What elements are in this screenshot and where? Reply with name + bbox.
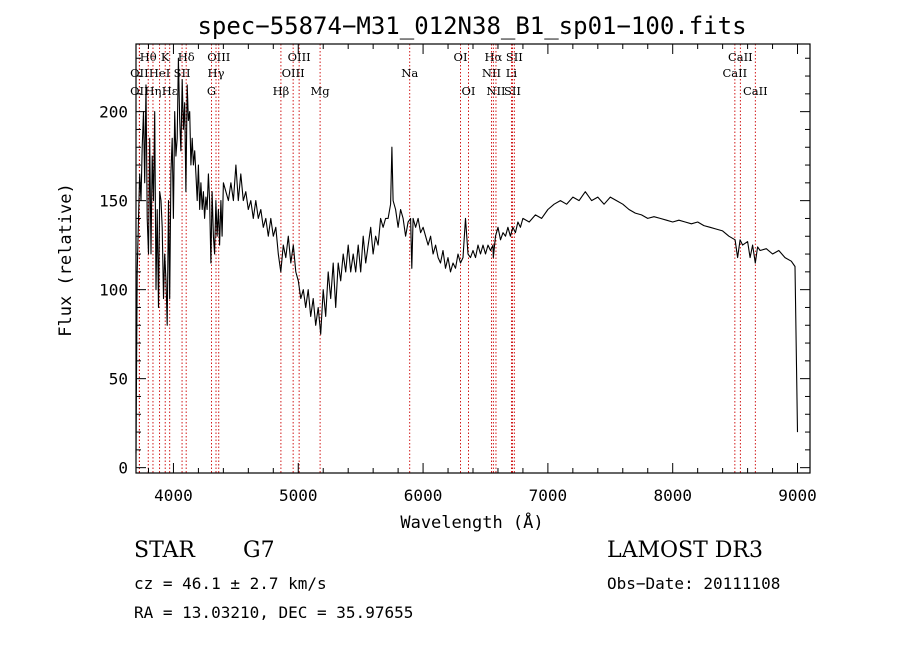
spectral-line-label: K [161,50,170,64]
spectral-line-label: Hε [162,84,178,98]
x-tick-label: 8000 [653,486,692,505]
spectral-line-label: Hη [145,84,162,98]
spectral-line-label: OI [454,50,468,64]
object-class: STAR [134,538,195,563]
spectral-line-label: Li [506,66,518,80]
spectral-line-label: SII [506,50,523,64]
y-axis-ticks: 0 50 100 150 200 [99,57,810,478]
y-tick-label: 50 [109,370,128,389]
spectral-line-label: Mg [311,84,331,98]
spectral-line-label: OIII [282,66,305,80]
x-tick-label: 6000 [404,486,443,505]
y-tick-label: 0 [118,459,128,478]
spectral-line-label: Hδ [178,50,195,64]
y-axis-label: Flux (relative) [56,183,76,337]
spectral-line-label: OIII [207,50,230,64]
spectral-line-label: SII [174,66,191,80]
x-tick-label: 7000 [529,486,568,505]
spectral-line-label: G [207,84,216,98]
spectral-line-label: CaII [743,84,768,98]
spectrum-series [135,57,799,454]
spectral-line-label: Na [401,66,418,80]
spectral-line-label: OI [462,84,476,98]
redshift-value: cz = 46.1 ± 2.7 km/s [134,574,327,593]
coordinates: RA = 13.03210, DEC = 35.97655 [134,603,414,622]
spectral-line-label: OII [130,84,149,98]
x-axis-ticks: 4000 5000 6000 7000 8000 9000 [147,44,817,505]
x-tick-label: 9000 [778,486,817,505]
x-tick-label: 4000 [154,486,193,505]
subclass: G7 [243,538,275,563]
plot-frame [135,43,811,474]
obs-date: Obs−Date: 20111108 [607,574,781,593]
spectral-line-label: Hβ [273,84,290,98]
spectral-line-label: HeI [149,66,170,80]
chart-title: spec−55874−M31_012N38_B1_sp01−100.fits [197,12,746,40]
spectral-line-label: Hγ [208,66,225,80]
y-tick-label: 100 [99,281,128,300]
spectral-line-label: Hθ [140,50,157,64]
spectral-line-label: CaII [728,50,753,64]
x-axis-label: Wavelength (Å) [400,511,543,533]
spectral-line-label: NII [486,84,505,98]
y-tick-label: 150 [99,192,128,211]
y-tick-label: 200 [99,103,128,122]
spectral-line-label: CaII [722,66,747,80]
spectrum-line [135,57,799,454]
x-tick-label: 5000 [279,486,318,505]
spectral-line-label: OIII [288,50,311,64]
spectral-line-label: SII [504,84,521,98]
spectral-line-label: NII [482,66,501,80]
survey-name: LAMOST DR3 [607,538,763,563]
spectral-line-label: Hα [484,50,502,64]
